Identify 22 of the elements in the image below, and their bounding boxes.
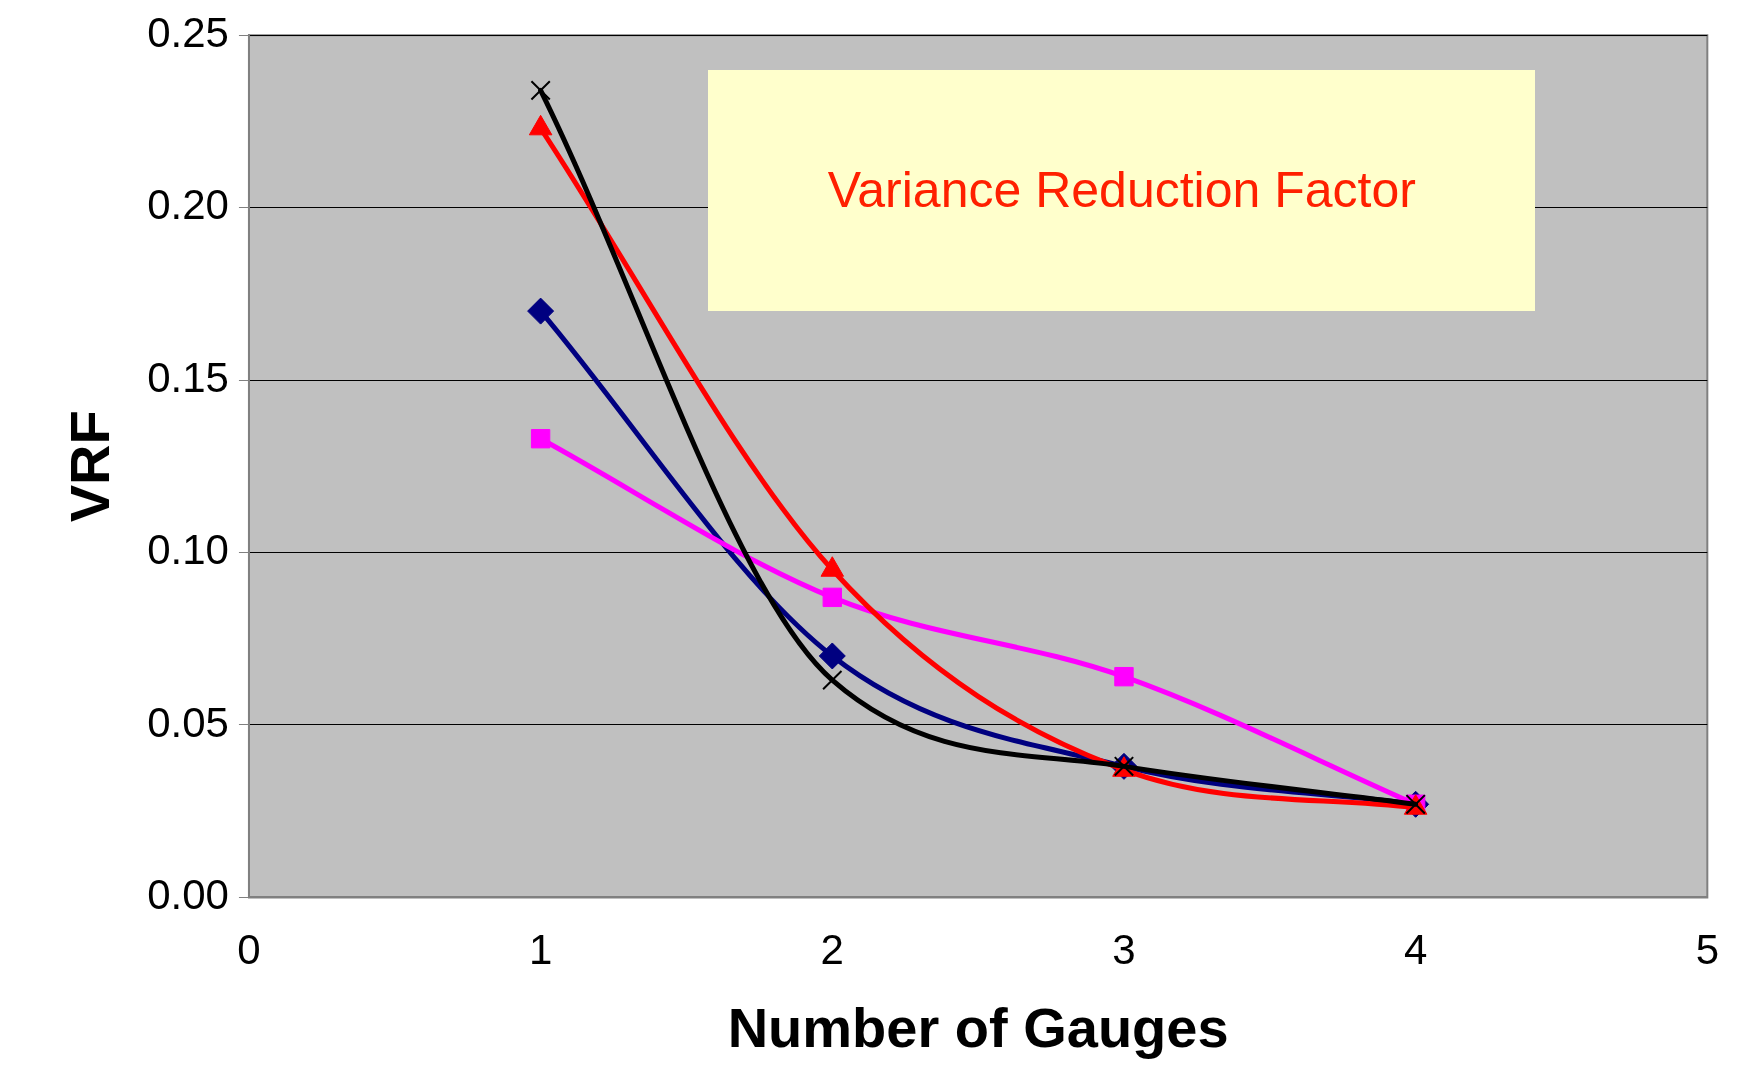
point — [530, 80, 551, 101]
y-tick-label: 0.25 — [147, 8, 229, 56]
x-tick-label: 2 — [820, 926, 844, 974]
point — [822, 587, 842, 608]
point — [1114, 666, 1134, 687]
y-tick-label: 0.15 — [147, 353, 229, 401]
y-tick-label: 0.10 — [147, 526, 229, 574]
x-tick-label: 5 — [1695, 926, 1719, 974]
point — [527, 297, 555, 325]
x-axis-title: Number of Gauges — [727, 995, 1229, 1059]
x-tick-label: 4 — [1403, 926, 1428, 974]
y-axis-title: VRF — [58, 410, 122, 523]
y-tick-label: 0.20 — [147, 181, 229, 229]
x-tick-label: 0 — [237, 926, 261, 974]
y-tick-label: 0.00 — [147, 870, 229, 918]
annotation: Variance Reduction Factor — [827, 161, 1416, 220]
point — [530, 429, 551, 449]
x-tick-label: 1 — [528, 926, 553, 974]
point — [818, 642, 846, 670]
x-tick-label: 3 — [1112, 926, 1136, 974]
note-box: Variance Reduction Factor — [708, 69, 1536, 312]
y-tick-label: 0.05 — [147, 698, 229, 746]
